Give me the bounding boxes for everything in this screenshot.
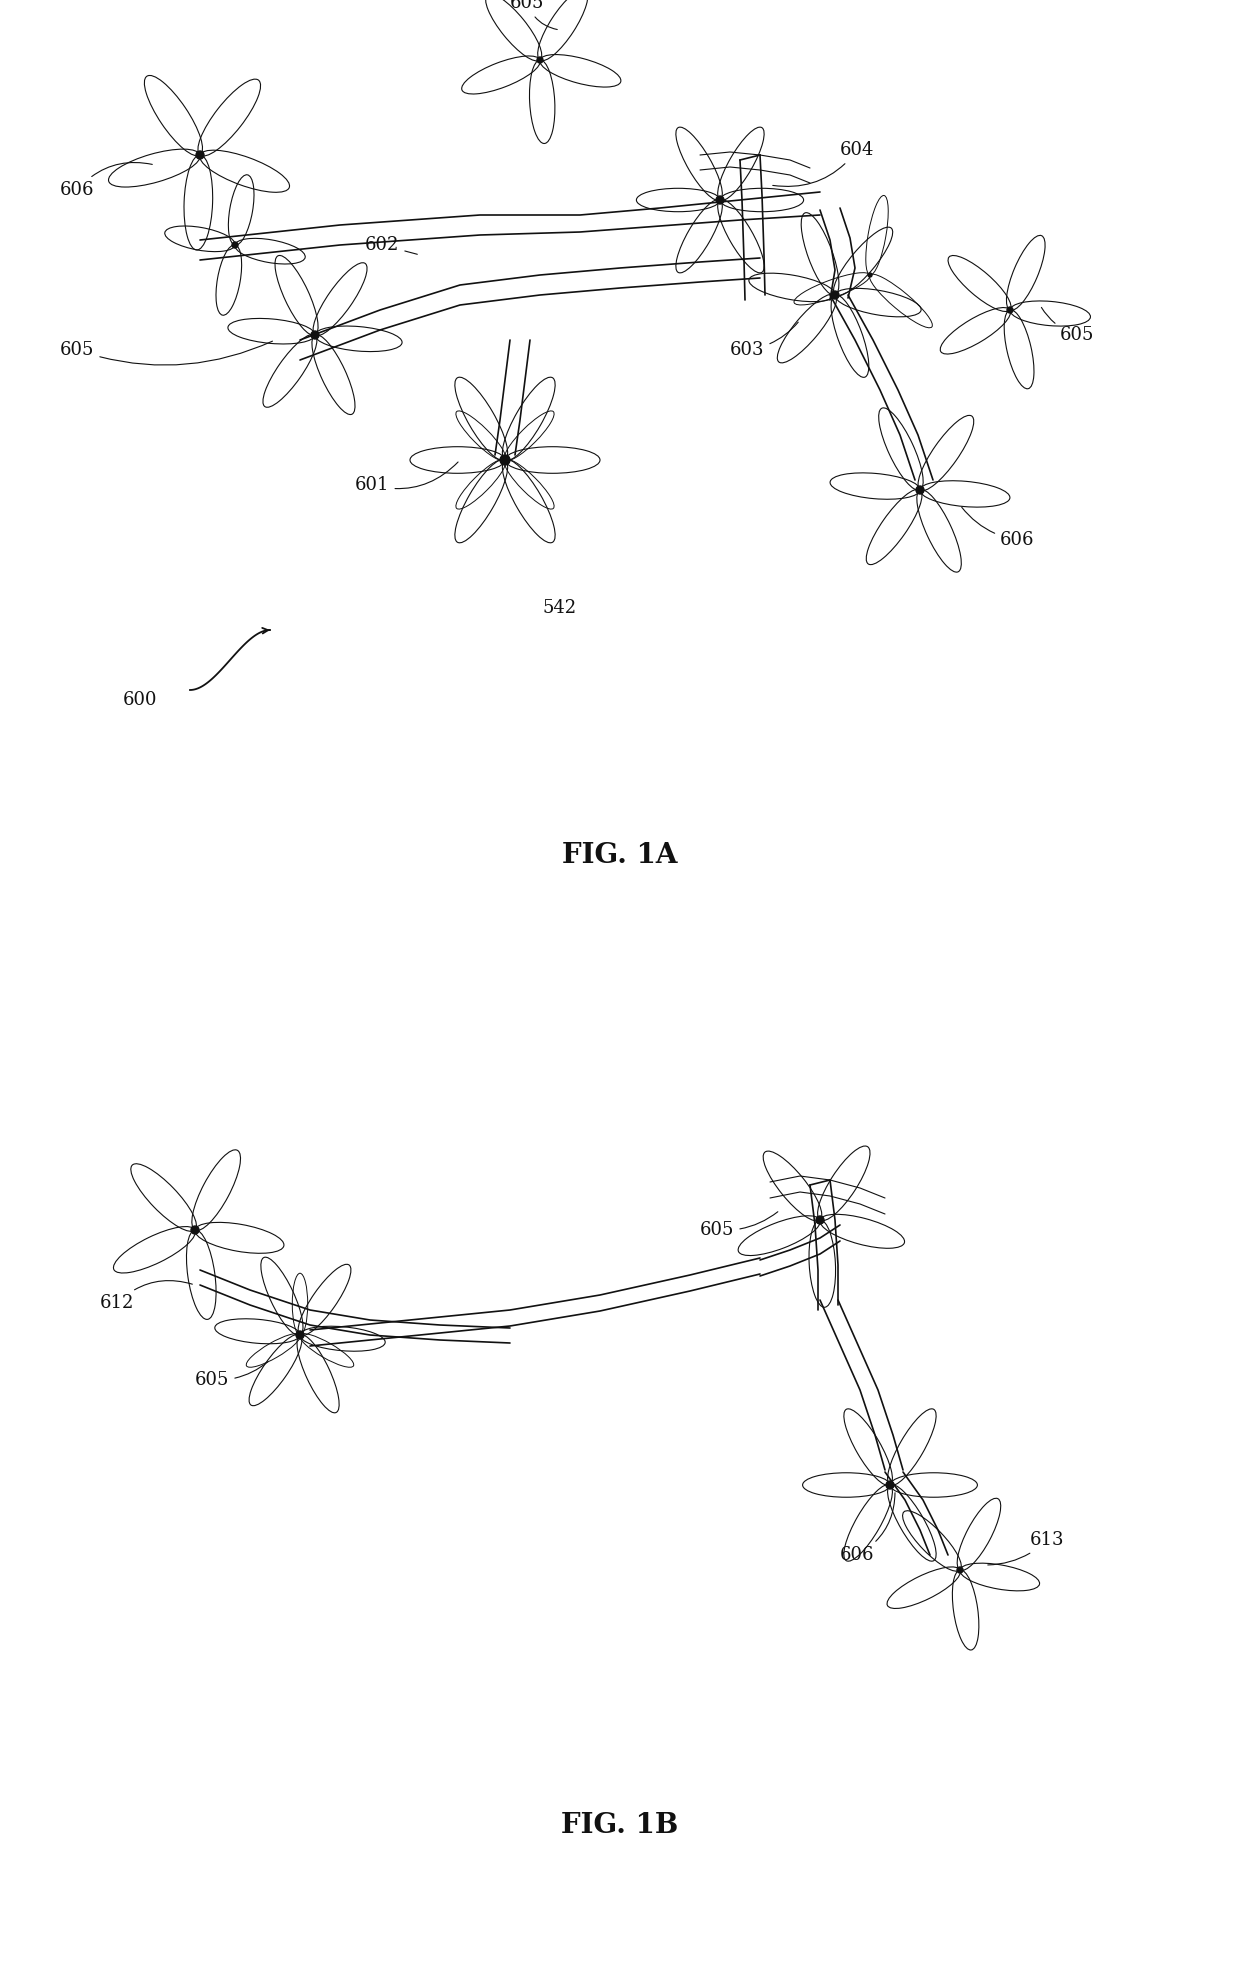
Circle shape bbox=[537, 57, 543, 63]
Text: 606: 606 bbox=[60, 163, 153, 199]
Text: 600: 600 bbox=[123, 690, 157, 708]
Circle shape bbox=[311, 330, 319, 338]
Text: 613: 613 bbox=[988, 1530, 1064, 1566]
Text: 601: 601 bbox=[355, 462, 458, 494]
Circle shape bbox=[715, 197, 724, 205]
Circle shape bbox=[831, 291, 839, 299]
Text: FIG. 1B: FIG. 1B bbox=[562, 1812, 678, 1839]
Circle shape bbox=[500, 454, 510, 464]
Text: 542: 542 bbox=[543, 600, 577, 618]
Circle shape bbox=[196, 151, 205, 159]
Circle shape bbox=[916, 486, 924, 494]
Text: 603: 603 bbox=[730, 323, 799, 360]
Circle shape bbox=[298, 1334, 303, 1338]
Text: 606: 606 bbox=[839, 1493, 895, 1564]
Circle shape bbox=[816, 1216, 825, 1223]
Text: 605: 605 bbox=[195, 1361, 268, 1389]
Text: 612: 612 bbox=[100, 1281, 192, 1312]
Text: 605: 605 bbox=[510, 0, 557, 30]
Text: 605: 605 bbox=[1042, 307, 1095, 344]
Text: 605: 605 bbox=[60, 340, 273, 366]
Circle shape bbox=[232, 242, 238, 248]
Text: 605: 605 bbox=[701, 1212, 777, 1239]
Text: FIG. 1A: FIG. 1A bbox=[562, 842, 678, 869]
Circle shape bbox=[502, 456, 508, 462]
Circle shape bbox=[887, 1481, 894, 1489]
Text: 604: 604 bbox=[773, 142, 874, 187]
Circle shape bbox=[191, 1225, 198, 1233]
Circle shape bbox=[296, 1332, 304, 1340]
Text: 602: 602 bbox=[365, 236, 418, 254]
Circle shape bbox=[957, 1568, 963, 1574]
Circle shape bbox=[1007, 307, 1013, 313]
Circle shape bbox=[868, 273, 872, 277]
Text: 606: 606 bbox=[962, 507, 1034, 549]
